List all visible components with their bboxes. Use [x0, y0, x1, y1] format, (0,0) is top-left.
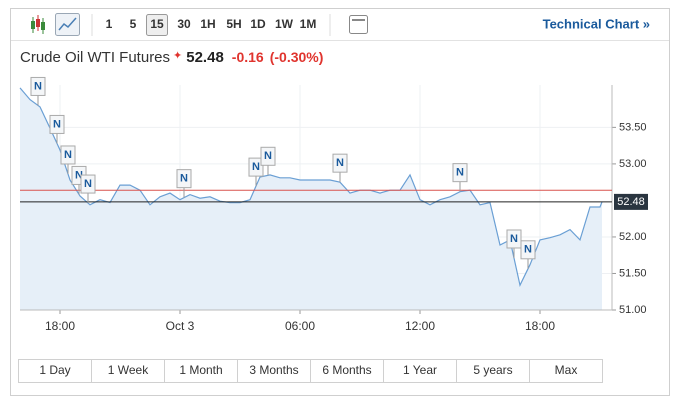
- interval-button[interactable]: 1: [106, 17, 113, 31]
- news-marker[interactable]: [176, 169, 192, 189]
- interval-button[interactable]: 1W: [275, 17, 294, 31]
- indicator-icon[interactable]: [349, 15, 368, 34]
- line-icon[interactable]: [55, 13, 80, 36]
- news-label[interactable]: N: [336, 157, 344, 169]
- news-marker[interactable]: [248, 157, 264, 177]
- candle-icon[interactable]: [31, 15, 45, 34]
- news-label[interactable]: N: [524, 244, 532, 256]
- y-tick-label: 51.50: [619, 267, 647, 279]
- interval-selected: [146, 14, 168, 36]
- news-label[interactable]: N: [510, 233, 518, 245]
- last-price-box: [614, 193, 648, 210]
- x-tick-label: 06:00: [285, 319, 315, 333]
- news-marker[interactable]: [260, 146, 276, 166]
- news-marker[interactable]: [520, 240, 536, 260]
- technical-chart-link[interactable]: Technical Chart »: [543, 16, 650, 31]
- range-button[interactable]: [529, 359, 603, 383]
- news-label[interactable]: N: [34, 80, 42, 92]
- news-marker[interactable]: [452, 163, 468, 183]
- x-tick-label: 12:00: [405, 319, 435, 333]
- last-price-label: 52.48: [617, 196, 645, 208]
- area: [20, 87, 602, 311]
- range-label[interactable]: 1 Day: [39, 363, 70, 377]
- news-marker[interactable]: [30, 76, 46, 96]
- interval-button[interactable]: 1D: [250, 17, 266, 31]
- star: ✦: [173, 50, 183, 62]
- news-label[interactable]: N: [456, 167, 464, 179]
- last-price: 52.48: [186, 49, 224, 66]
- interval-button[interactable]: 30: [177, 17, 191, 31]
- range-label[interactable]: 3 Months: [249, 363, 298, 377]
- range-label[interactable]: 6 Months: [322, 363, 371, 377]
- interval-button[interactable]: 5: [130, 17, 137, 31]
- quote-header: Crude Oil WTI Futures ✦ 52.48 -0.16 (-0.30%): [20, 49, 329, 66]
- range-label[interactable]: 5 years: [473, 363, 512, 377]
- news-marker[interactable]: [332, 153, 348, 173]
- y-tick-label: 53.50: [619, 121, 647, 133]
- news-marker[interactable]: [80, 174, 96, 194]
- range-label[interactable]: Max: [555, 363, 578, 377]
- interval-button[interactable]: 1M: [300, 17, 317, 31]
- news-label[interactable]: N: [64, 149, 72, 161]
- range-label[interactable]: 1 Year: [403, 363, 437, 377]
- news-label[interactable]: N: [53, 118, 61, 130]
- range-label[interactable]: 1 Week: [108, 363, 149, 377]
- y-tick-label: 53.00: [619, 158, 647, 170]
- instrument-name: Crude Oil WTI Futures: [20, 49, 171, 66]
- interval-button[interactable]: 1H: [200, 17, 215, 31]
- news-label[interactable]: N: [180, 173, 188, 185]
- interval-button[interactable]: 5H: [226, 17, 241, 31]
- news-label[interactable]: N: [84, 178, 92, 190]
- y-tick-label: 51.00: [619, 304, 647, 316]
- interval-button[interactable]: 15: [150, 17, 164, 31]
- news-marker[interactable]: [506, 229, 522, 249]
- news-marker[interactable]: [49, 114, 65, 134]
- change-percent: (-0.30%): [269, 49, 324, 65]
- news-label[interactable]: N: [75, 169, 83, 181]
- news-label[interactable]: N: [252, 161, 260, 173]
- y-tick-label: 52.00: [619, 231, 647, 243]
- x-tick-label: 18:00: [45, 319, 75, 333]
- change: -0.16: [231, 49, 264, 65]
- news-label[interactable]: N: [264, 150, 272, 162]
- x-tick-label: Oct 3: [166, 319, 195, 333]
- x-tick-label: 18:00: [525, 319, 555, 333]
- range-label[interactable]: 1 Month: [179, 363, 222, 377]
- news-marker[interactable]: [60, 145, 76, 165]
